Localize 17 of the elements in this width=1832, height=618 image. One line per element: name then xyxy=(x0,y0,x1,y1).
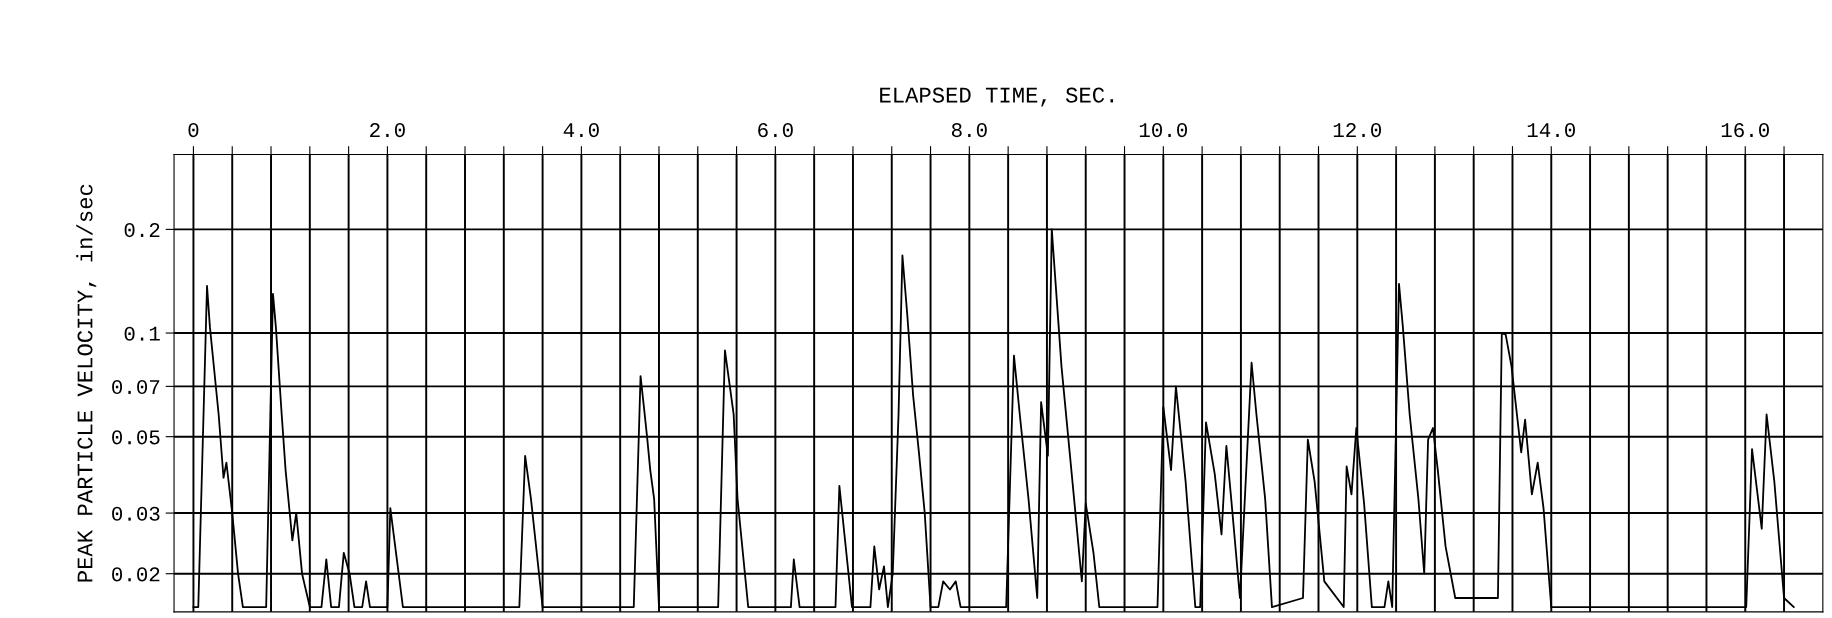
x-tick-label: 4.0 xyxy=(563,123,599,138)
x-tick-label: 12.0 xyxy=(1333,123,1382,138)
x-tick-label: 8.0 xyxy=(951,123,987,138)
y-tick-label: 0.05 xyxy=(112,430,160,445)
x-tick-label: 2.0 xyxy=(370,123,405,138)
x-tick-label: 16.0 xyxy=(1721,123,1769,138)
y-tick-label: 0.1 xyxy=(124,326,160,341)
y-tick-label: 0.03 xyxy=(112,506,160,521)
x-tick-label: 6.0 xyxy=(758,123,793,138)
y-tick-label: 0.07 xyxy=(112,379,160,395)
x-axis-title: ELAPSED TIME, SEC. xyxy=(880,87,1114,107)
y-axis-title: PEAK PARTICLE VELOCITY, in/sec xyxy=(76,184,97,582)
x-tick-label: 0 xyxy=(188,123,199,138)
x-tick-label: 14.0 xyxy=(1527,123,1575,138)
y-tick-label: 0.02 xyxy=(112,567,160,582)
x-tick-label: 10.0 xyxy=(1139,123,1188,138)
y-tick-label: 0.2 xyxy=(124,223,160,238)
